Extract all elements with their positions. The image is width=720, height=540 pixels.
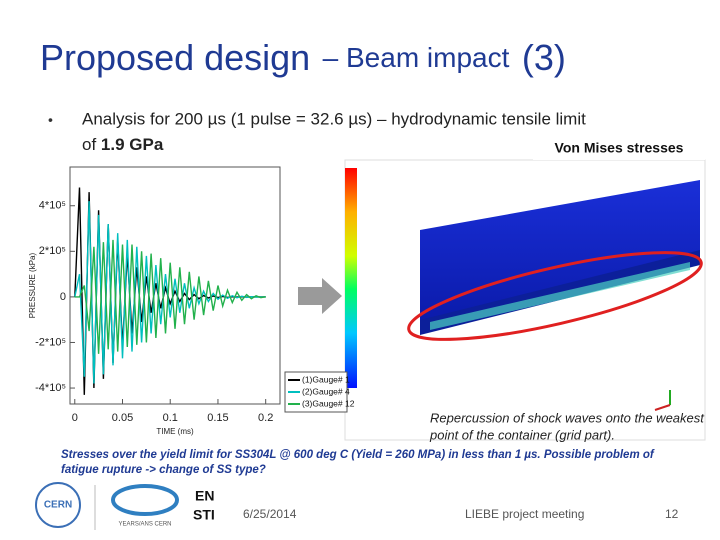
y-tick-label: 2*10⁵ — [39, 245, 66, 257]
legend-label: (1)Gauge# 1 — [302, 374, 350, 384]
highlight-ellipse — [407, 251, 703, 341]
date: 6/25/2014 — [243, 507, 297, 521]
beam — [420, 180, 700, 330]
data-line — [74, 201, 266, 384]
title-sub: – Beam impact — [323, 42, 510, 73]
x-tick-label: 0 — [72, 412, 78, 424]
data-line — [74, 239, 266, 354]
bullet-text: of — [82, 135, 96, 154]
x-axis-label: TIME (ms) — [156, 427, 194, 436]
axis-triad — [654, 404, 671, 411]
image-label-box — [533, 138, 705, 160]
y-tick-label: 0 — [60, 291, 66, 303]
y-tick-label: 4*10⁵ — [39, 200, 66, 212]
y-tick-label: -2*10⁵ — [35, 336, 66, 348]
legend-label: (3)Gauge# 12 — [302, 398, 355, 408]
note: fatigue rupture -> change of SS type? — [61, 464, 266, 476]
bullet-text: Analysis for 200 µs (1 pulse = 32.6 µs) … — [82, 109, 586, 128]
years-logo-text: YEARS/ANS CERN — [118, 522, 171, 528]
x-tick-label: 0.2 — [258, 412, 273, 424]
x-tick-label: 0.05 — [112, 412, 133, 424]
cern-logo — [35, 482, 81, 528]
x-tick-label: 0.1 — [163, 412, 178, 424]
arrow — [298, 278, 342, 314]
title-num: (3) — [522, 37, 566, 78]
sti-logo: STI — [193, 507, 215, 523]
bullet-text: of 1.9 GPa — [82, 135, 164, 154]
cern-logo-text: CERN — [44, 500, 72, 511]
page-number: 12 — [665, 507, 679, 521]
image-label: Von Mises stresses — [555, 140, 684, 156]
title: Proposed design – Beam impact (3) — [40, 37, 566, 78]
years-logo — [111, 484, 179, 516]
y-tick-label: -4*10⁵ — [35, 382, 66, 394]
grid-part — [430, 262, 690, 330]
note: Stresses over the yield limit for SS304L… — [61, 449, 655, 461]
y-axis-label: PRESSURE (kPa) — [28, 252, 37, 318]
caption: Repercussion of shock waves onto the wea… — [430, 410, 705, 425]
x-tick-label: 0.15 — [207, 412, 228, 424]
bullet: • — [48, 112, 53, 128]
title-main: Proposed design — [40, 37, 310, 78]
bullet-bold: 1.9 GPa — [101, 135, 164, 154]
chart: -4*10⁵ -2*10⁵ 0 2*10⁵ 4*10⁵ 0 0.05 0.1 0.15 0.2 TI… — [28, 166, 355, 436]
meeting: LIEBE project meeting — [465, 507, 584, 521]
legend-label: (2)Gauge# 4 — [302, 386, 350, 396]
caption: point of the container (grid part). — [429, 427, 615, 442]
en-logo: EN — [195, 488, 214, 504]
color-bar — [345, 168, 357, 388]
